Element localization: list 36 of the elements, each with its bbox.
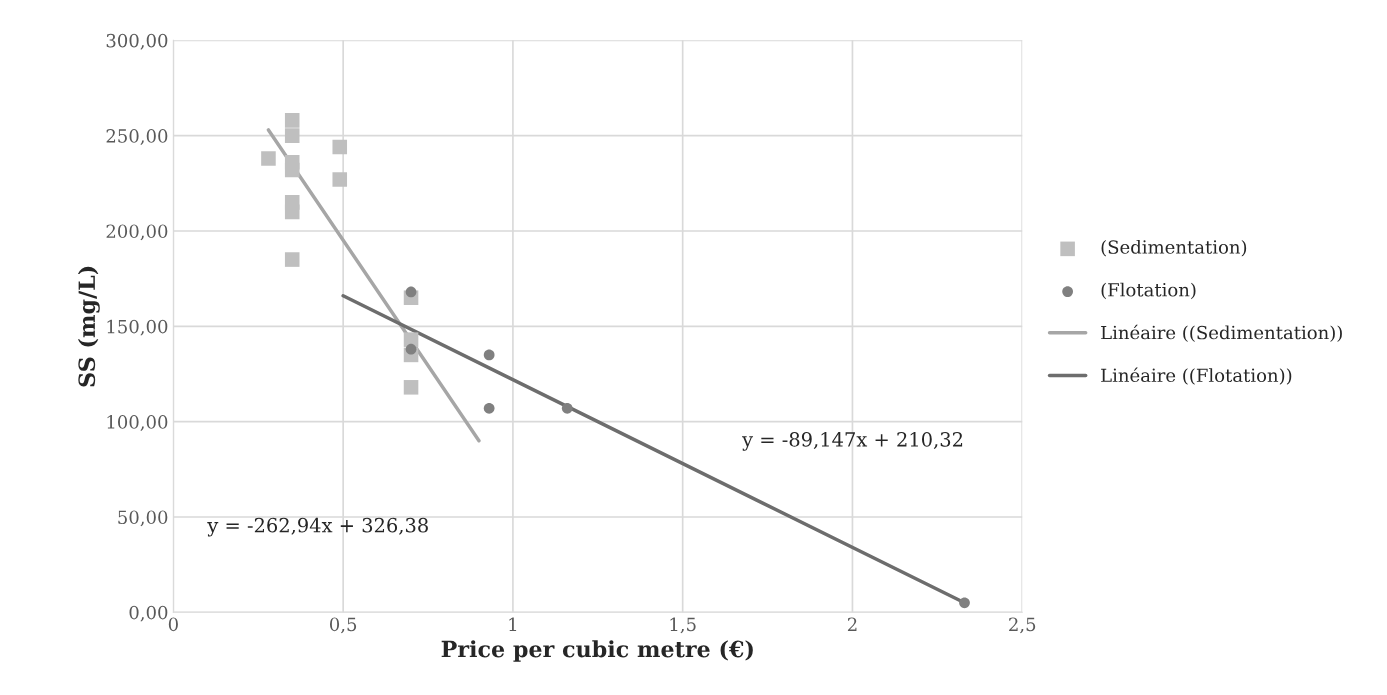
annotation: y = -89,147x + 210,32: [742, 431, 963, 451]
point: [284, 113, 300, 128]
y-tick-label: 300,00: [106, 33, 168, 50]
y-tick-label: 0,00: [129, 605, 168, 622]
x-tick-label: 1,5: [670, 617, 696, 634]
y-tick-label: 50,00: [118, 510, 168, 527]
x-tick-label: 2: [847, 617, 857, 631]
y-tick-label: 100,00: [107, 415, 168, 431]
legend-label: (Sedimentation): [1101, 239, 1247, 257]
point: [405, 343, 417, 355]
y-tick-label: 200,00: [106, 224, 168, 241]
x-tick-label: 0: [168, 617, 178, 632]
y-axis-title: SS (mg/L): [77, 266, 100, 387]
point: [959, 597, 970, 609]
y-tick-label: 250,00: [106, 129, 168, 145]
y-tick-label: 150,00: [107, 319, 168, 336]
point: [483, 402, 495, 414]
point: [483, 349, 495, 361]
annotation: y = -262,94x + 326,38: [207, 517, 428, 537]
point: [332, 172, 348, 187]
point: [284, 252, 300, 267]
point: [284, 162, 300, 178]
legend-label: (Flotation): [1101, 282, 1196, 300]
x-tick-label: 1: [509, 617, 517, 631]
point: [405, 286, 417, 298]
point: [284, 204, 300, 220]
x-axis-title: Price per cubic metre (€): [441, 640, 753, 662]
point: [261, 151, 276, 166]
legend-label: Linéaire ((Sedimentation)): [1101, 324, 1342, 342]
x-tick-label: 0,5: [329, 617, 357, 634]
point: [403, 380, 419, 395]
legend-label: Linéaire ((Flotation)): [1101, 367, 1292, 385]
point: [332, 139, 348, 155]
point: [561, 402, 573, 414]
point: [284, 128, 300, 143]
x-tick-label: 2,5: [1009, 617, 1036, 634]
